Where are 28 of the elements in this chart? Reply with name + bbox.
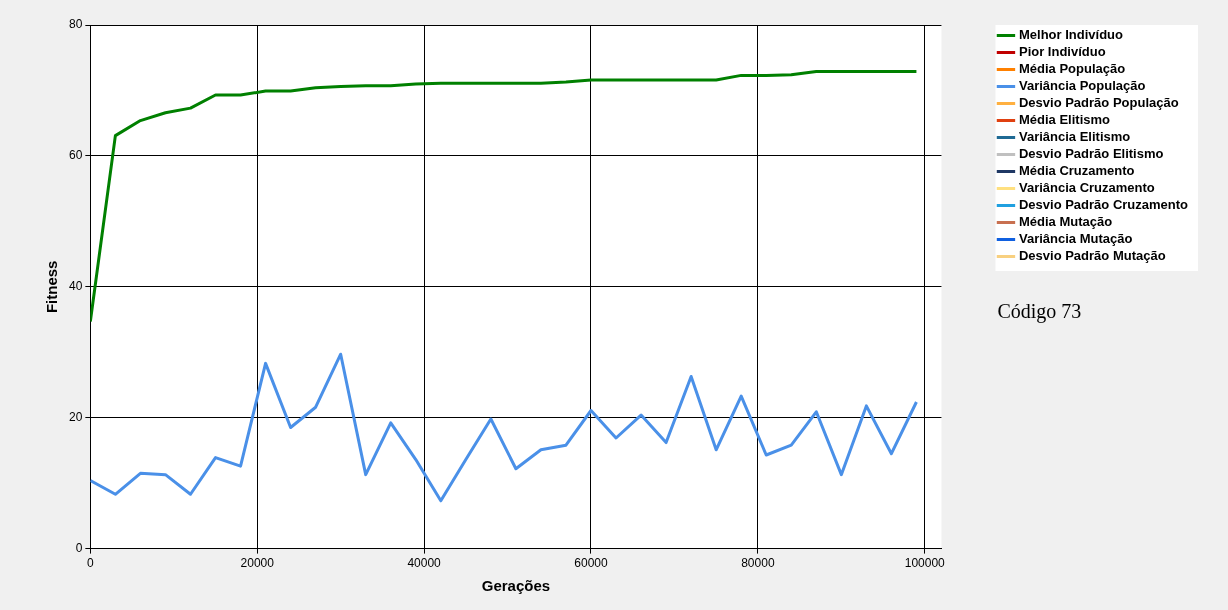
legend-label: Média População <box>1018 61 1126 77</box>
legend-label: Desvio Padrão Mutação <box>1018 248 1166 264</box>
y-tick-label: 60 <box>68 148 83 163</box>
x-tick-label: 20000 <box>240 556 275 571</box>
legend-label: Variância Elitismo <box>1018 129 1131 145</box>
x-tick-label: 0 <box>87 556 94 571</box>
legend-label: Variância Cruzamento <box>1018 180 1155 196</box>
legend-label: Desvio Padrão População <box>1018 95 1179 111</box>
legend-label: Variância População <box>1018 78 1146 94</box>
y-tick-label: 40 <box>68 279 83 294</box>
legend-label: Melhor Indivíduo <box>1018 27 1124 43</box>
x-tick-label: 80000 <box>741 556 775 571</box>
text: Código 73 <box>997 300 1082 324</box>
x-tick-label: 60000 <box>574 556 609 571</box>
legend-label: Média Elitismo <box>1018 112 1111 128</box>
legend-label: Desvio Padrão Elitismo <box>1018 146 1164 162</box>
legend-label: Variância Mutação <box>1018 231 1133 247</box>
y-axis-title: Fitness <box>43 260 61 314</box>
legend-label: Média Mutação <box>1018 214 1113 230</box>
x-axis-title: Gerações <box>481 577 551 595</box>
x-tick-label: 100000 <box>904 556 946 571</box>
legend-label: Pior Indivíduo <box>1018 44 1106 60</box>
legend-label: Desvio Padrão Cruzamento <box>1018 197 1189 213</box>
y-tick-label: 0 <box>75 540 83 555</box>
y-tick-label: 80 <box>68 17 83 32</box>
x-tick-label: 40000 <box>407 556 442 571</box>
legend-label: Média Cruzamento <box>1018 163 1135 179</box>
y-tick-label: 20 <box>68 410 83 425</box>
